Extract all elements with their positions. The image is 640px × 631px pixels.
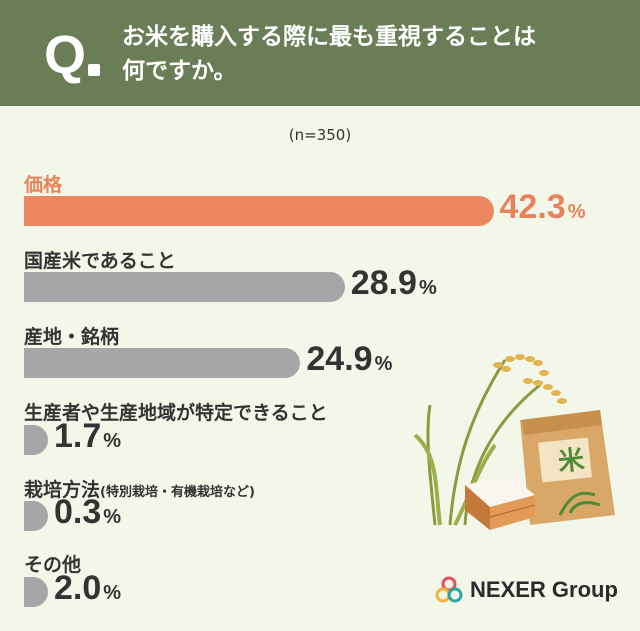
value-number: 1.7 <box>54 417 102 455</box>
category-label-text: 栽培方法 <box>24 479 101 501</box>
nexer-logo-icon <box>435 576 463 603</box>
bar <box>24 348 301 378</box>
category-label: その他 <box>24 550 81 577</box>
brand-name: NEXER Group <box>470 577 618 602</box>
bar <box>24 425 48 455</box>
q-dot <box>88 64 100 76</box>
sample-size-label: (n=350) <box>288 126 352 144</box>
bar <box>24 196 494 226</box>
value-label: 24.9% <box>306 340 392 379</box>
q-mark: Q <box>44 25 87 85</box>
category-label-text: 産地・銘柄 <box>24 326 120 348</box>
value-unit: % <box>103 506 122 528</box>
category-label: 国産米であること <box>24 246 176 273</box>
value-unit: % <box>103 430 122 452</box>
category-label: 価格 <box>24 170 62 197</box>
value-label: 1.7% <box>54 417 121 456</box>
category-label-text: 価格 <box>24 174 63 196</box>
category-label-text: 生産者や生産地域が特定できること <box>24 402 328 424</box>
bar <box>24 272 345 302</box>
category-label: 産地・銘柄 <box>24 322 119 349</box>
value-number: 42.3 <box>499 188 566 226</box>
category-label-text: 国産米であること <box>24 250 176 272</box>
category-label: 生産者や生産地域が特定できること <box>24 398 328 425</box>
value-unit: % <box>103 582 122 604</box>
rice-illustration-icon: 米 <box>413 354 615 530</box>
value-number: 2.0 <box>54 569 102 607</box>
value-number: 28.9 <box>350 264 417 302</box>
value-unit: % <box>374 353 393 375</box>
bar <box>24 577 48 607</box>
value-label: 42.3% <box>500 188 586 227</box>
bar <box>24 501 48 531</box>
category-label: 栽培方法(特別栽培・有機栽培など) <box>24 475 255 502</box>
value-label: 2.0% <box>54 569 121 608</box>
value-number: 0.3 <box>54 493 102 531</box>
question-title: お米を購入する際に最も重視することは 何ですか。 <box>122 20 622 88</box>
question-title-line2: 何ですか。 <box>122 58 237 84</box>
value-unit: % <box>567 201 586 223</box>
value-label: 0.3% <box>54 493 121 532</box>
question-header: Q お米を購入する際に最も重視することは 何ですか。 <box>0 0 640 106</box>
value-unit: % <box>418 277 437 299</box>
svg-text:米: 米 <box>557 445 586 478</box>
question-title-line1: お米を購入する際に最も重視することは <box>122 24 536 50</box>
value-label: 28.9% <box>351 264 437 303</box>
category-note: (特別栽培・有機栽培など) <box>100 485 255 500</box>
value-number: 24.9 <box>306 340 373 378</box>
category-label-text: その他 <box>24 554 82 576</box>
nexer-logo: NEXER Group <box>434 576 618 604</box>
